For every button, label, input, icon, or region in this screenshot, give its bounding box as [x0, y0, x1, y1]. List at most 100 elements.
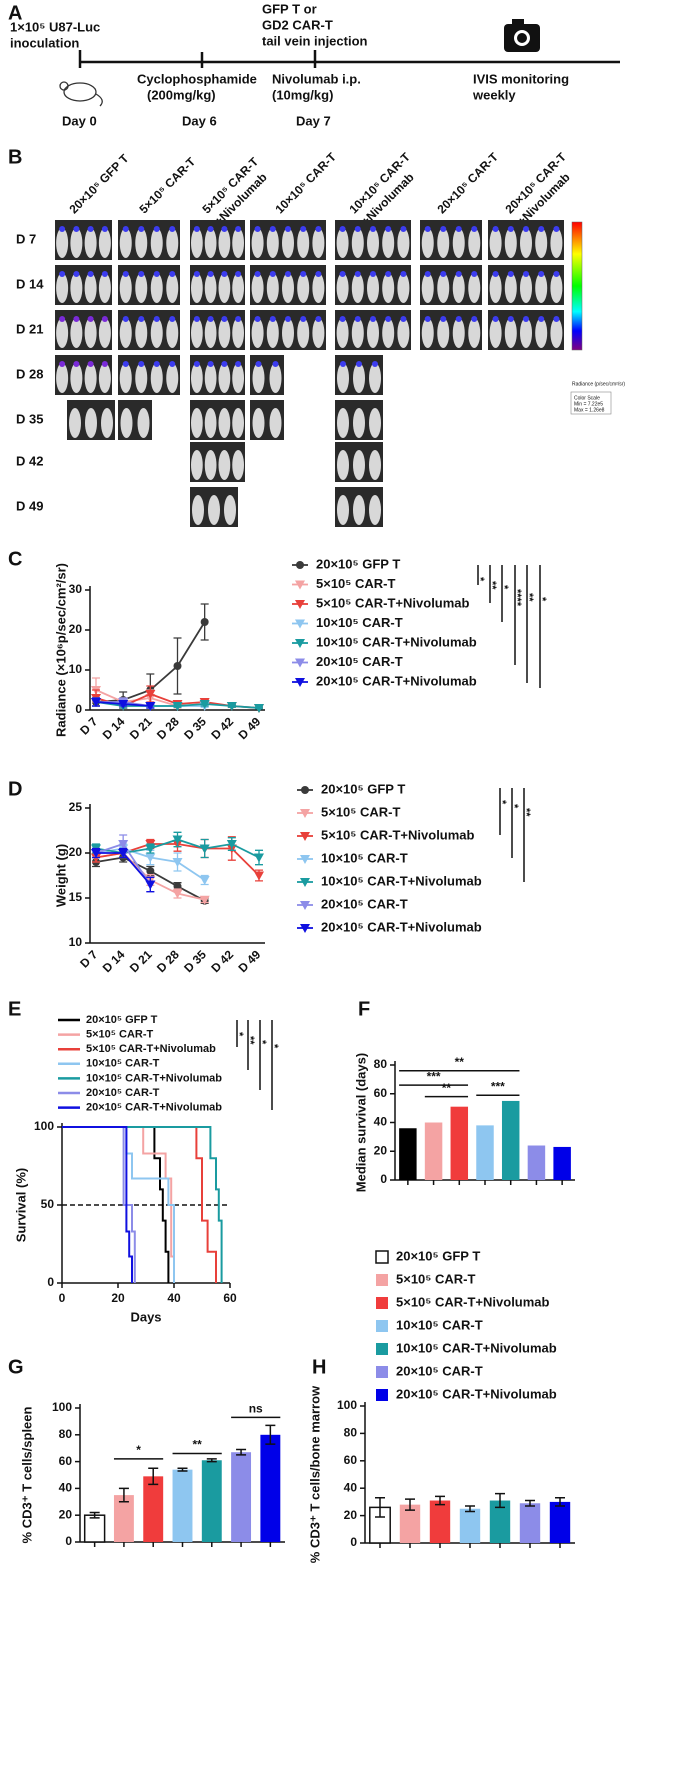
mouse: [56, 318, 69, 348]
mouse: [251, 228, 264, 258]
signal: [455, 316, 462, 322]
mouse: [84, 273, 97, 303]
colorbar-scale: Max = 1.26e8: [574, 407, 605, 413]
bar: [429, 1500, 451, 1543]
mouse: [437, 273, 450, 303]
legend-label: 20×10⁵ CAR-T: [396, 1363, 483, 1378]
signal: [315, 271, 322, 277]
mouse: [437, 228, 450, 258]
signal: [400, 226, 407, 232]
significance-label: **: [486, 581, 498, 590]
error-bar: [89, 1511, 100, 1519]
signal: [138, 271, 145, 277]
mouse: [204, 318, 217, 348]
mouse: [535, 228, 548, 258]
x-tick-label: D 21: [127, 714, 155, 742]
mouse: [468, 273, 481, 303]
significance-label: **: [455, 1055, 465, 1069]
mouse: [150, 228, 163, 258]
legend-label: 5×10⁵ CAR-T+Nivolumab: [321, 827, 475, 842]
mouse: [137, 408, 150, 438]
signal: [471, 271, 478, 277]
mouse: [218, 408, 231, 438]
legend-label: 20×10⁵ CAR-T+Nivolumab: [316, 673, 477, 688]
signal: [193, 271, 200, 277]
y-tick-label: 30: [69, 582, 83, 596]
mouse: [452, 273, 465, 303]
legend-label: 20×10⁵ GFP T: [321, 781, 405, 796]
signal: [385, 316, 392, 322]
legend-marker: [300, 809, 310, 818]
legend-label: 20×10⁵ CAR-T: [86, 1087, 160, 1099]
data-point: [199, 895, 210, 905]
y-tick-label: 40: [344, 1480, 358, 1494]
mouse: [297, 273, 310, 303]
mouse: [504, 228, 517, 258]
signal: [269, 316, 276, 322]
survival-curve: [62, 1126, 223, 1283]
signal: [254, 271, 261, 277]
signal: [221, 271, 228, 277]
survival-curve: [62, 1126, 217, 1283]
mouse: [312, 273, 325, 303]
error-bar: [148, 1467, 159, 1486]
data-point: [173, 662, 182, 670]
mouse: [353, 450, 365, 480]
mouse: [135, 318, 148, 348]
mouse: [504, 273, 517, 303]
timeline-label: GFP T or: [262, 1, 317, 16]
x-tick-label: 60: [223, 1291, 237, 1305]
signal: [122, 271, 129, 277]
signal: [400, 271, 407, 277]
signal: [523, 316, 529, 322]
mouse: [208, 495, 220, 525]
signal: [455, 226, 462, 232]
legend-label: 5×10⁵ CAR-T: [396, 1271, 475, 1286]
signal: [370, 226, 376, 232]
mouse: [85, 408, 97, 438]
mouse: [191, 228, 203, 258]
x-tick-label: D 14: [100, 947, 128, 975]
bar: [501, 1100, 520, 1180]
bar: [553, 1146, 571, 1180]
colorbar-scale-box: [570, 391, 612, 415]
mouse: [369, 495, 381, 525]
mouse: [369, 363, 381, 393]
mouse: [192, 495, 204, 525]
legend-label: 5×10⁵ CAR-T+Nivolumab: [316, 595, 470, 610]
x-tick-label: D 49: [236, 714, 264, 742]
mouse: [70, 318, 83, 348]
legend-swatch: [376, 1274, 388, 1286]
mouse: [421, 318, 434, 348]
bar: [201, 1460, 222, 1542]
x-tick-label: 0: [59, 1291, 66, 1305]
x-tick-label: D 42: [208, 714, 236, 742]
significance-label: *: [233, 1032, 245, 1037]
signal: [87, 271, 94, 277]
x-tick-label: D 7: [77, 714, 100, 737]
mouse: [218, 318, 231, 348]
mouse: [166, 363, 179, 393]
mouse: [98, 318, 111, 348]
legend-label: 10×10⁵ CAR-T+Nivolumab: [321, 873, 482, 888]
signal: [370, 271, 376, 277]
significance-label: *: [256, 1040, 268, 1045]
y-tick-label: 60: [344, 1453, 358, 1467]
mouse: [297, 318, 310, 348]
significance-label: **: [244, 1036, 256, 1045]
mouse: [520, 228, 532, 258]
signal: [424, 316, 431, 322]
legend-marker: [295, 580, 305, 590]
mouse: [337, 495, 349, 525]
data-point: [226, 702, 237, 711]
mouse: [135, 363, 148, 393]
mouse: [452, 318, 465, 348]
mouse: [369, 450, 381, 480]
signal: [385, 271, 392, 277]
legend-label: 20×10⁵ GFP T: [86, 1014, 158, 1026]
signal: [254, 316, 261, 322]
mouse: [353, 363, 365, 393]
mouse: [520, 273, 532, 303]
signal: [101, 226, 108, 232]
x-tick-label: D 49: [236, 947, 264, 975]
